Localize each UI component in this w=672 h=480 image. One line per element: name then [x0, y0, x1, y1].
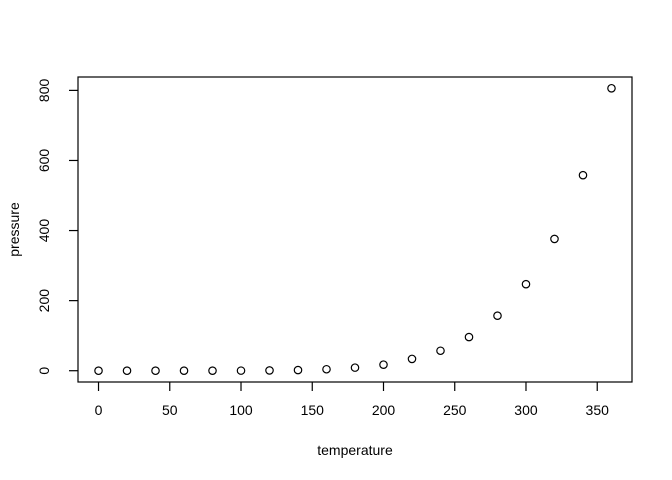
- y-tick-label: 800: [36, 78, 52, 102]
- x-tick-label: 0: [95, 402, 103, 418]
- data-point: [379, 360, 388, 369]
- data-point: [208, 366, 217, 375]
- data-point: [151, 366, 160, 376]
- data-point: [265, 366, 274, 375]
- data-point: [293, 365, 303, 375]
- x-tick-label: 250: [443, 402, 467, 418]
- y-tick-label: 400: [36, 219, 52, 243]
- data-point: [436, 346, 445, 356]
- data-point: [464, 332, 474, 342]
- x-axis-label: temperature: [317, 442, 393, 458]
- data-point: [94, 366, 103, 376]
- data-point: [550, 234, 559, 244]
- data-point: [179, 366, 189, 376]
- y-tick-label: 0: [36, 367, 52, 375]
- data-point: [122, 366, 132, 376]
- y-tick-label: 200: [36, 289, 52, 313]
- x-tick-label: 50: [162, 402, 178, 418]
- data-point: [607, 83, 616, 93]
- x-tick-label: 100: [229, 402, 253, 418]
- data-point: [350, 363, 360, 372]
- x-tick-label: 350: [586, 402, 610, 418]
- data-point: [407, 354, 417, 364]
- x-tick-label: 150: [301, 402, 325, 418]
- y-axis-label: pressure: [6, 202, 22, 257]
- x-tick-label: 300: [514, 402, 538, 418]
- data-point: [521, 279, 531, 289]
- data-point: [322, 364, 331, 374]
- y-tick-label: 600: [36, 149, 52, 173]
- plot-box: [77, 76, 633, 383]
- data-point: [578, 170, 588, 180]
- x-tick-label: 200: [372, 402, 396, 418]
- data-point: [493, 311, 502, 321]
- data-point: [236, 366, 246, 375]
